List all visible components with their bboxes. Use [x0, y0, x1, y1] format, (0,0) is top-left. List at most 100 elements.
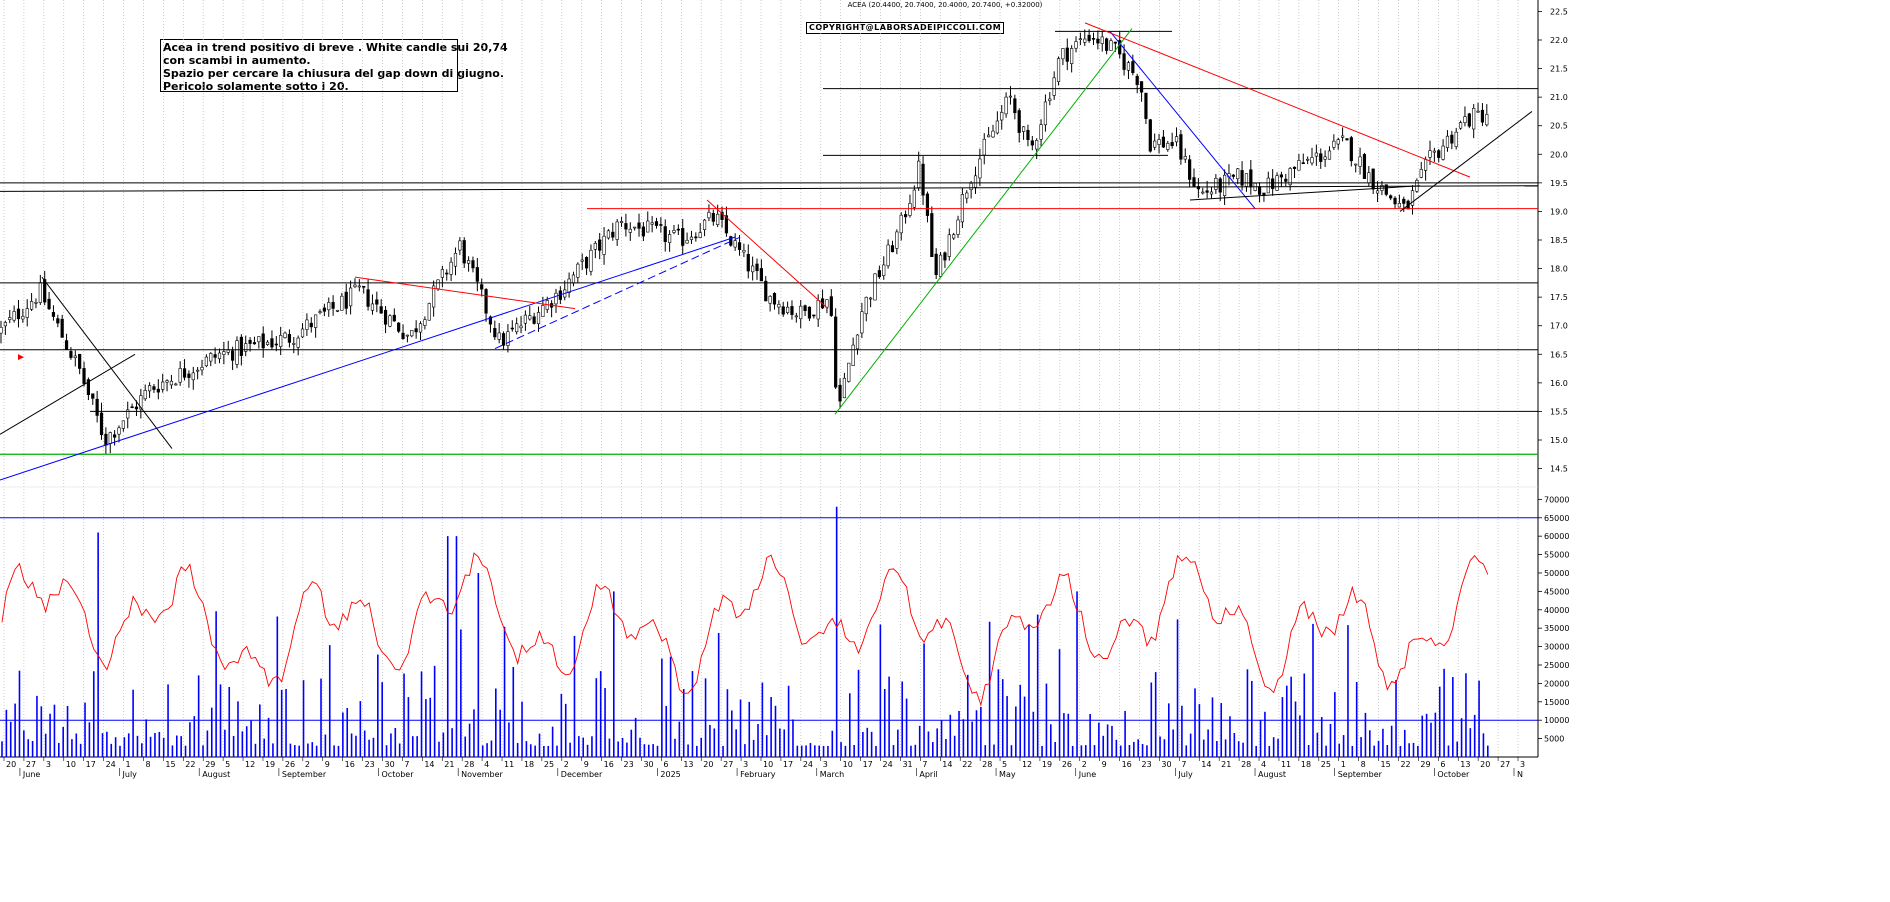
- candle-down: [1437, 150, 1441, 158]
- price-tick-label: 16.5: [1550, 350, 1568, 359]
- candle-down: [1301, 162, 1305, 165]
- support-trendline-dashed: [494, 236, 741, 350]
- candle-up: [196, 369, 200, 372]
- candle-up: [554, 292, 558, 305]
- candle-up: [825, 299, 829, 308]
- candle-up: [204, 356, 208, 367]
- candle-up: [1297, 160, 1301, 171]
- candle-down: [1389, 195, 1393, 199]
- candle-down: [1480, 109, 1485, 123]
- candle-up: [969, 183, 973, 191]
- x-day-label: 22: [185, 760, 195, 769]
- candle-up: [1035, 140, 1039, 150]
- candle-down: [248, 339, 252, 344]
- candle-up: [305, 319, 309, 330]
- candle-up: [1472, 108, 1476, 130]
- candle-down: [663, 226, 667, 243]
- candle-up: [126, 409, 130, 419]
- x-day-label: 2: [1082, 760, 1087, 769]
- candle-up: [1323, 156, 1327, 160]
- candle-up: [279, 335, 283, 347]
- candle-up: [423, 319, 427, 326]
- candle-up: [38, 282, 42, 303]
- candle-down: [480, 284, 484, 290]
- x-month-label: October: [1437, 770, 1470, 779]
- candle-down: [921, 163, 925, 196]
- candle-down: [1161, 136, 1166, 148]
- candle-up: [1078, 38, 1082, 41]
- x-month-label: July: [122, 770, 138, 779]
- candle-down: [1345, 138, 1349, 141]
- volume-tick-label: 5000: [1544, 735, 1564, 744]
- x-day-label: 19: [265, 760, 275, 769]
- candle-up: [0, 327, 3, 334]
- x-month-label: N: [1517, 770, 1523, 779]
- price-tick-label: 18.5: [1550, 236, 1568, 245]
- candle-down: [1292, 166, 1297, 169]
- x-day-label: 9: [1102, 760, 1107, 769]
- candle-up: [742, 249, 746, 253]
- x-day-label: 29: [1420, 760, 1430, 769]
- candle-up: [528, 315, 532, 320]
- candle-up: [1244, 173, 1249, 187]
- candle-up: [353, 284, 357, 288]
- candle-up: [668, 234, 672, 243]
- x-day-label: 28: [982, 760, 992, 769]
- candle-up: [672, 230, 676, 233]
- price-tick-label: 17.0: [1550, 322, 1568, 331]
- x-day-label: 17: [86, 760, 96, 769]
- base-trendline: [1189, 185, 1421, 201]
- candle-down: [239, 336, 243, 356]
- candle-up: [716, 213, 720, 225]
- x-day-label: 8: [145, 760, 150, 769]
- x-day-label: 5: [225, 760, 230, 769]
- candle-up: [619, 221, 624, 223]
- candle-up: [751, 265, 755, 273]
- candle-up: [178, 368, 182, 383]
- price-tick-label: 16.0: [1550, 379, 1568, 388]
- x-day-label: 18: [1301, 760, 1311, 769]
- candle-up: [707, 212, 711, 219]
- candle-down: [759, 268, 763, 282]
- candle-up: [1288, 168, 1292, 186]
- x-day-label: 21: [444, 760, 454, 769]
- x-day-label: 8: [1361, 760, 1366, 769]
- candle-up: [702, 219, 707, 230]
- candle-up: [226, 349, 230, 353]
- candle-up: [418, 323, 423, 333]
- candle-down: [397, 322, 401, 332]
- x-month-label: December: [561, 770, 603, 779]
- candle-up: [912, 189, 916, 208]
- candle-up: [1454, 131, 1458, 147]
- candle-down: [187, 373, 191, 378]
- resistance-trendline-3: [354, 276, 576, 310]
- price-tick-label: 21.0: [1550, 93, 1568, 102]
- x-day-label: 2: [305, 760, 310, 769]
- candle-up: [200, 367, 204, 371]
- candle-down: [331, 302, 335, 309]
- x-day-label: 30: [643, 760, 653, 769]
- price-tick-label: 19.5: [1550, 179, 1568, 188]
- candle-down: [659, 224, 663, 226]
- x-month-label: September: [282, 770, 327, 779]
- candle-down: [1362, 154, 1367, 179]
- x-day-label: 24: [803, 760, 813, 769]
- down-trendline: [1109, 31, 1256, 209]
- candle-up: [606, 230, 611, 239]
- candle-down: [252, 342, 257, 345]
- x-month-label: May: [999, 770, 1016, 779]
- candle-down: [943, 252, 947, 261]
- candle-up: [432, 285, 436, 308]
- candle-down: [86, 379, 90, 396]
- candle-up: [1209, 191, 1214, 195]
- x-day-label: 27: [1500, 760, 1510, 769]
- x-day-label: 5: [1002, 760, 1007, 769]
- candle-up: [506, 331, 510, 346]
- x-day-label: 28: [1241, 760, 1251, 769]
- candle-down: [720, 211, 724, 220]
- candle-up: [458, 240, 462, 251]
- candle-up: [209, 353, 213, 362]
- x-day-label: 18: [524, 760, 534, 769]
